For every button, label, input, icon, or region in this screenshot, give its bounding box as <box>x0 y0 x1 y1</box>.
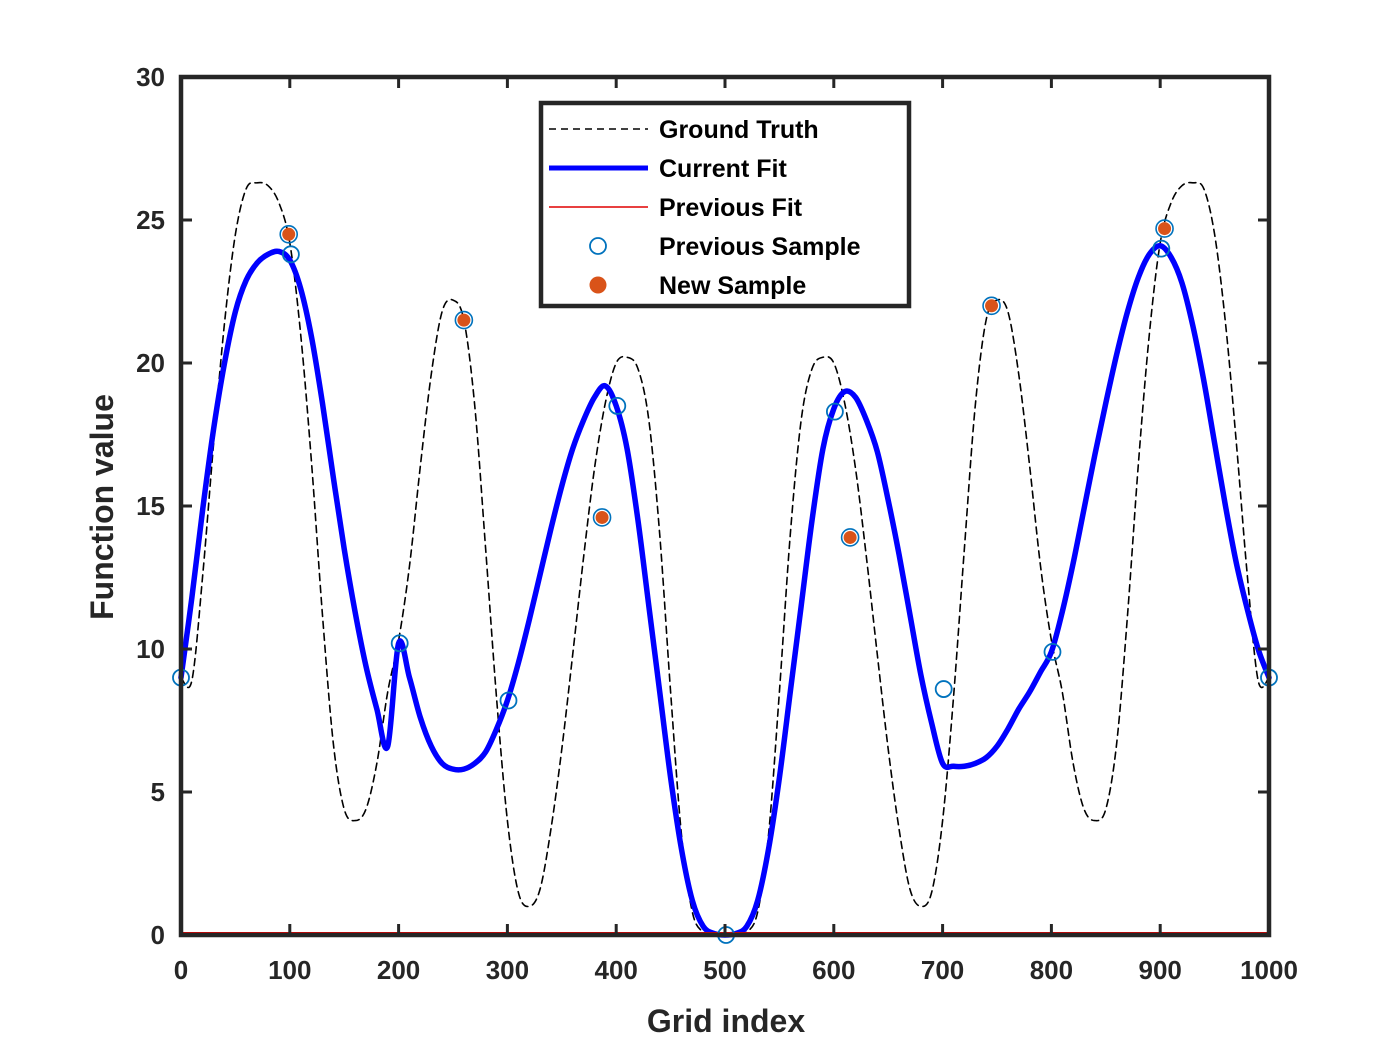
x-axis-label: Grid index <box>647 1003 805 1039</box>
x-tick-label: 800 <box>1030 955 1073 985</box>
new-sample-point-ring <box>840 528 860 547</box>
x-tick-label: 400 <box>595 955 638 985</box>
series-ground-truth-line <box>180 181 1270 936</box>
new-sample-point <box>457 313 471 327</box>
previous-sample-point <box>1043 642 1062 661</box>
new-sample-point-ring <box>279 225 299 244</box>
legend-swatch-new-sample <box>589 276 607 294</box>
axes: 0 100 200 300 400 500 600 700 800 900 1000 0 5 10 15 20… <box>136 62 1298 985</box>
y-tick-label: 15 <box>136 491 165 521</box>
previous-sample-point <box>1152 239 1171 258</box>
new-sample-point-ring <box>1155 219 1174 238</box>
previous-sample-point <box>608 396 627 415</box>
new-sample-point-ring <box>592 508 612 527</box>
x-tick-label: 100 <box>268 955 311 985</box>
previous-sample-point <box>934 680 953 698</box>
new-sample-point <box>1158 222 1172 236</box>
new-sample-point-ring <box>982 296 1001 316</box>
legend-label-ground-truth: Ground Truth <box>659 116 819 144</box>
new-sample-point <box>282 227 296 241</box>
legend-swatch-previous-sample <box>589 237 607 255</box>
legend-label-previous-fit: Previous Fit <box>659 194 803 222</box>
new-sample-point <box>985 299 999 313</box>
previous-sample-point <box>499 691 518 710</box>
new-sample-point-ring <box>454 310 474 330</box>
x-tick-label: 300 <box>486 955 529 985</box>
legend-label-previous-sample: Previous Sample <box>659 233 861 261</box>
x-tick-label: 0 <box>174 955 188 985</box>
y-tick-label: 25 <box>136 205 165 235</box>
y-tick-label: 0 <box>151 920 165 950</box>
y-tick-label: 10 <box>136 634 165 664</box>
legend: Ground Truth Current Fit Previous Fit Previ… <box>538 100 912 309</box>
x-tick-label: 200 <box>377 955 420 985</box>
previous-sample-point <box>390 634 409 653</box>
y-tick-label: 20 <box>136 348 165 378</box>
previous-sample-point <box>825 402 844 421</box>
legend-label-current-fit: Current Fit <box>659 155 787 183</box>
x-tick-label: 500 <box>703 955 746 985</box>
new-sample-point <box>843 530 857 544</box>
y-tick-label: 5 <box>151 777 165 807</box>
y-tick-label: 30 <box>136 62 165 92</box>
legend-label-new-sample: New Sample <box>659 272 806 300</box>
x-tick-label: 900 <box>1139 955 1182 985</box>
x-tick-label: 1000 <box>1240 955 1298 985</box>
y-axis-label: Function value <box>84 394 120 620</box>
x-tick-label: 700 <box>921 955 964 985</box>
legend-box <box>538 100 912 309</box>
x-tick-label: 600 <box>812 955 855 985</box>
previous-sample-point <box>281 245 300 264</box>
new-sample-point <box>595 510 609 524</box>
